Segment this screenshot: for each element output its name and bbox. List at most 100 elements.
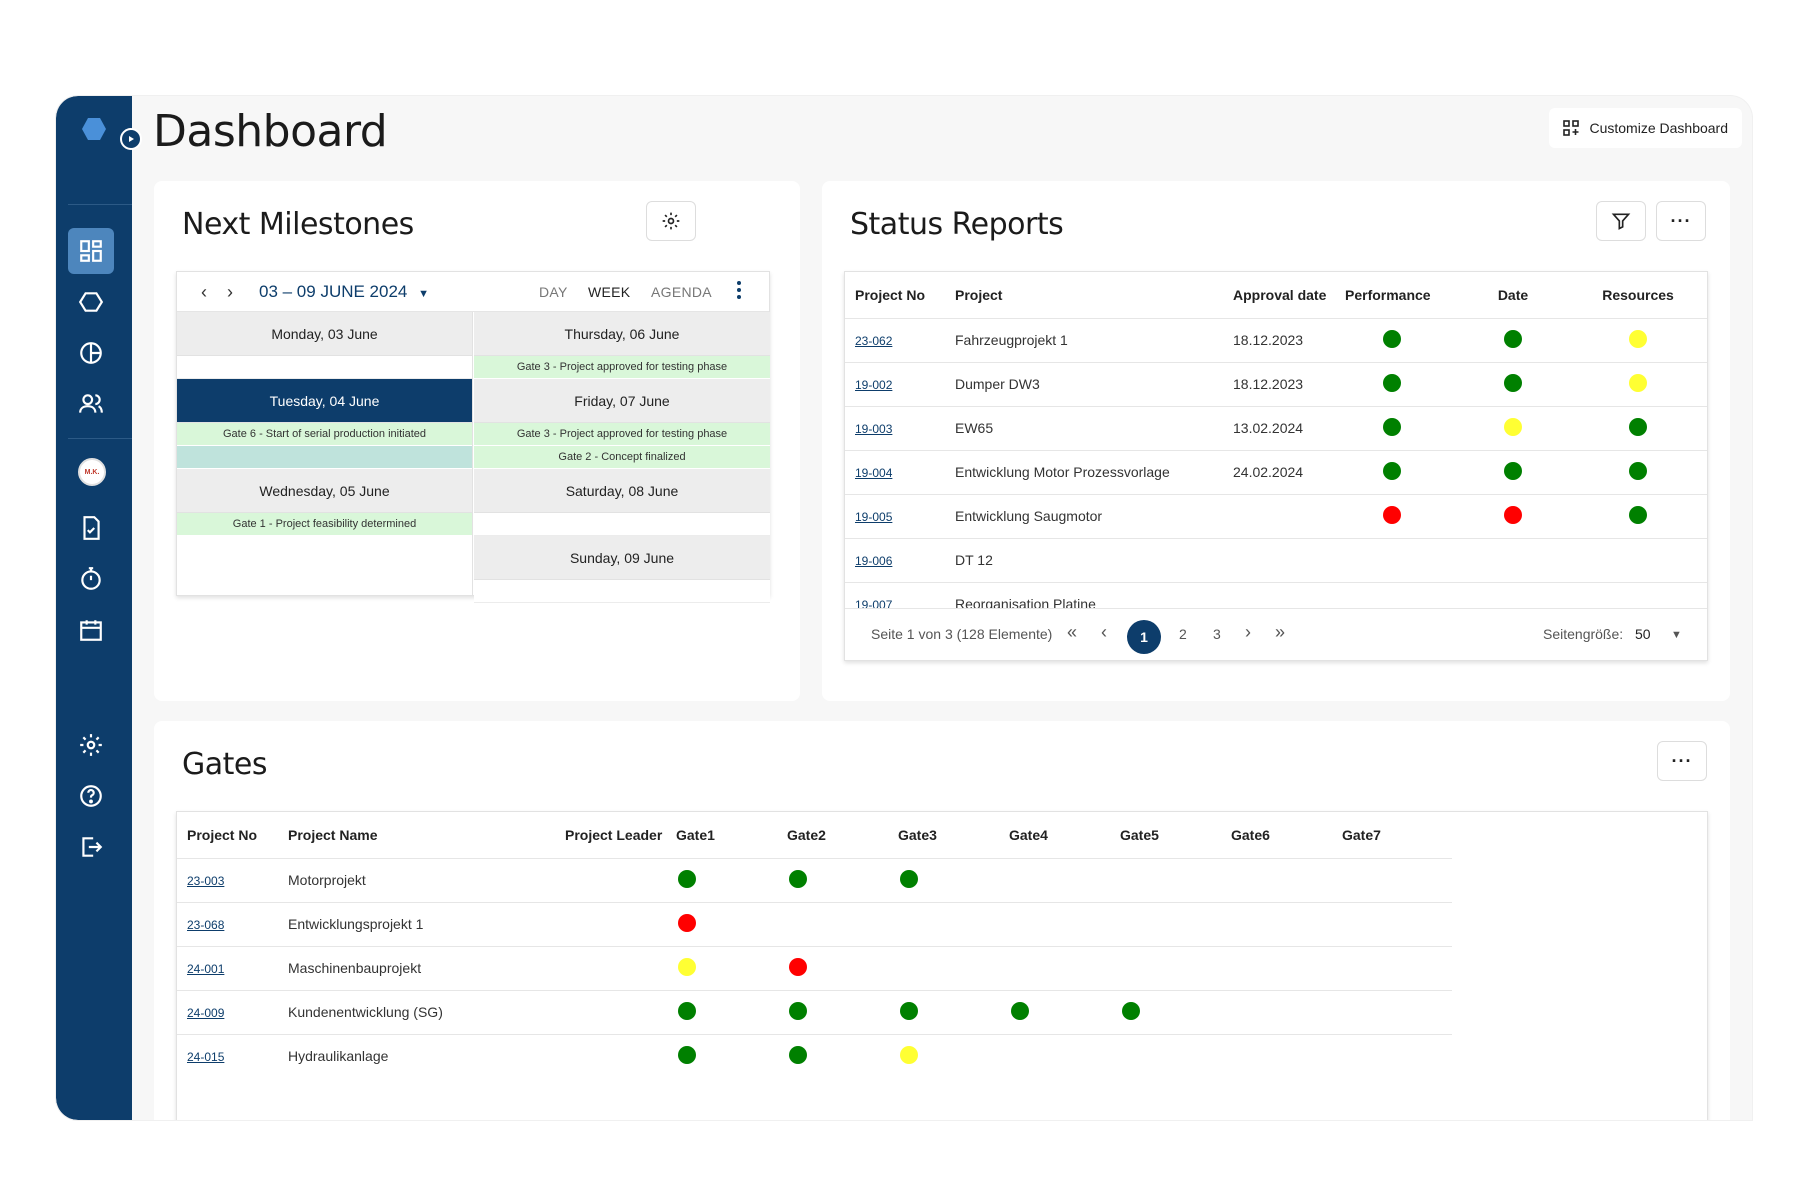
project-no-link[interactable]: 23-068 xyxy=(187,918,225,932)
day-friday[interactable]: Friday, 07 June xyxy=(474,379,770,423)
sidebar: M.K. xyxy=(56,96,132,1120)
col-project-no[interactable]: Project No xyxy=(187,826,258,843)
next-week-icon[interactable]: › xyxy=(227,282,233,302)
gates-more-button[interactable]: ··· xyxy=(1657,741,1707,781)
day-monday[interactable]: Monday, 03 June xyxy=(177,312,472,356)
sidebar-toggle-button[interactable] xyxy=(120,128,142,150)
day-tuesday[interactable]: Tuesday, 04 June xyxy=(177,379,472,423)
col-gate2[interactable]: Gate2 xyxy=(787,826,826,843)
table-row[interactable]: 23-068 Entwicklungsprojekt 1 xyxy=(177,901,1452,946)
col-project[interactable]: Project xyxy=(955,286,1003,303)
day-sunday[interactable]: Sunday, 09 June xyxy=(474,536,770,580)
nav-logout[interactable] xyxy=(68,824,114,870)
page-1[interactable]: 1 xyxy=(1127,620,1161,654)
table-row[interactable]: 19-003 EW65 13.02.2024 xyxy=(845,405,1707,450)
nav-help[interactable] xyxy=(68,773,114,819)
project-no-link[interactable]: 19-006 xyxy=(855,554,893,568)
table-row[interactable]: 24-001 Maschinenbauprojekt xyxy=(177,945,1452,990)
view-week-tab[interactable]: WEEK xyxy=(588,284,631,300)
col-performance[interactable]: Performance xyxy=(1345,286,1431,303)
col-gate3[interactable]: Gate3 xyxy=(898,826,937,843)
nav-tasks[interactable] xyxy=(68,505,114,551)
day-thursday[interactable]: Thursday, 06 June xyxy=(474,312,770,356)
first-page-icon[interactable]: « xyxy=(1067,622,1078,642)
empty-slot xyxy=(177,356,472,379)
day-saturday[interactable]: Saturday, 08 June xyxy=(474,469,770,513)
status-green-dot xyxy=(1383,329,1401,348)
col-date[interactable]: Date xyxy=(1497,286,1529,303)
project-no-link[interactable]: 19-002 xyxy=(855,378,893,392)
table-row[interactable]: 19-002 Dumper DW3 18.12.2023 xyxy=(845,361,1707,406)
col-project-name[interactable]: Project Name xyxy=(288,826,378,843)
day-wednesday[interactable]: Wednesday, 05 June xyxy=(177,469,472,513)
milestones-card: Next Milestones ‹ › 03 – 09 JUNE 2024 ▼ … xyxy=(154,181,800,701)
milestone-event[interactable]: Gate 1 - Project feasibility determined xyxy=(177,513,472,536)
nav-users[interactable] xyxy=(68,381,114,427)
project-no-link[interactable]: 19-004 xyxy=(855,466,893,480)
page-3[interactable]: 3 xyxy=(1213,626,1221,642)
view-day-tab[interactable]: DAY xyxy=(539,284,568,300)
gate5-cell xyxy=(1120,901,1231,946)
nav-calendar[interactable] xyxy=(68,607,114,653)
col-gate6[interactable]: Gate6 xyxy=(1231,826,1270,843)
calendar-more-icon[interactable] xyxy=(737,281,741,302)
table-row[interactable]: 23-062 Fahrzeugprojekt 1 18.12.2023 xyxy=(845,317,1707,362)
col-gate1[interactable]: Gate1 xyxy=(676,826,715,843)
col-resources[interactable]: Resources xyxy=(1602,286,1674,303)
date-cell xyxy=(1457,449,1569,494)
project-no-link[interactable]: 24-009 xyxy=(187,1006,225,1020)
project-no-link[interactable]: 19-003 xyxy=(855,422,893,436)
milestone-event[interactable]: Gate 2 - Concept finalized xyxy=(474,446,770,469)
nav-portfolio[interactable] xyxy=(68,330,114,376)
last-page-icon[interactable]: » xyxy=(1275,622,1286,642)
prev-page-icon[interactable]: ‹ xyxy=(1101,622,1107,642)
nav-settings[interactable] xyxy=(68,722,114,768)
table-row[interactable]: 23-003 Motorprojekt xyxy=(177,857,1452,902)
status-yellow-dot xyxy=(1629,329,1647,348)
table-row[interactable]: 24-009 Kundenentwicklung (SG) xyxy=(177,989,1452,1034)
project-no-link-cell: 23-068 xyxy=(177,901,288,946)
gear-icon xyxy=(662,212,680,230)
page-2[interactable]: 2 xyxy=(1179,626,1187,642)
caret-down-icon[interactable]: ▼ xyxy=(1671,629,1682,641)
logo-icon[interactable] xyxy=(82,118,106,140)
table-header: Project No Project Name Project Leader G… xyxy=(177,812,1452,858)
date-range-label: 03 – 09 JUNE 2024 xyxy=(259,282,408,301)
milestone-event[interactable]: Gate 3 - Project approved for testing ph… xyxy=(474,356,770,379)
milestone-event[interactable]: Gate 6 - Start of serial production init… xyxy=(177,423,472,446)
col-gate5[interactable]: Gate5 xyxy=(1120,826,1159,843)
col-approval-date[interactable]: Approval date xyxy=(1233,286,1327,303)
col-gate4[interactable]: Gate4 xyxy=(1009,826,1048,843)
status-green-dot xyxy=(1504,461,1522,480)
table-row[interactable]: 19-006 DT 12 xyxy=(845,537,1707,582)
project-no-link[interactable]: 24-015 xyxy=(187,1050,225,1065)
status-yellow-dot xyxy=(678,957,696,976)
date-range-dropdown[interactable]: 03 – 09 JUNE 2024 ▼ xyxy=(259,282,429,302)
page-size-select[interactable]: 50 xyxy=(1635,626,1651,642)
gate1-cell xyxy=(676,945,787,990)
project-no-link[interactable]: 23-003 xyxy=(187,874,225,888)
nav-projects[interactable] xyxy=(68,279,114,325)
project-no-link[interactable]: 19-005 xyxy=(855,510,893,524)
milestones-settings-button[interactable] xyxy=(646,201,696,241)
table-row[interactable]: 24-015 Hydraulikanlage xyxy=(177,1033,1452,1078)
table-row[interactable]: 19-005 Entwicklung Saugmotor xyxy=(845,493,1707,538)
filter-button[interactable] xyxy=(1596,201,1646,241)
avatar[interactable]: M.K. xyxy=(78,458,106,486)
nav-dashboard[interactable] xyxy=(68,228,114,274)
nav-timer[interactable] xyxy=(68,556,114,602)
status-red-dot xyxy=(789,957,807,976)
stopwatch-icon xyxy=(81,567,101,590)
status-more-button[interactable]: ··· xyxy=(1656,201,1706,241)
customize-dashboard-button[interactable]: Customize Dashboard xyxy=(1549,108,1742,148)
table-row[interactable]: 19-004 Entwicklung Motor Prozessvorlage 24… xyxy=(845,449,1707,494)
col-project-no[interactable]: Project No xyxy=(855,286,926,303)
milestone-event[interactable]: Gate 3 - Project approved for testing ph… xyxy=(474,423,770,446)
next-page-icon[interactable]: › xyxy=(1245,622,1251,642)
view-agenda-tab[interactable]: AGENDA xyxy=(651,284,712,300)
col-project-leader[interactable]: Project Leader xyxy=(565,826,663,843)
project-no-link[interactable]: 24-001 xyxy=(187,962,225,976)
prev-week-icon[interactable]: ‹ xyxy=(201,282,207,302)
col-gate7[interactable]: Gate7 xyxy=(1342,826,1381,843)
project-no-link[interactable]: 23-062 xyxy=(855,334,893,348)
